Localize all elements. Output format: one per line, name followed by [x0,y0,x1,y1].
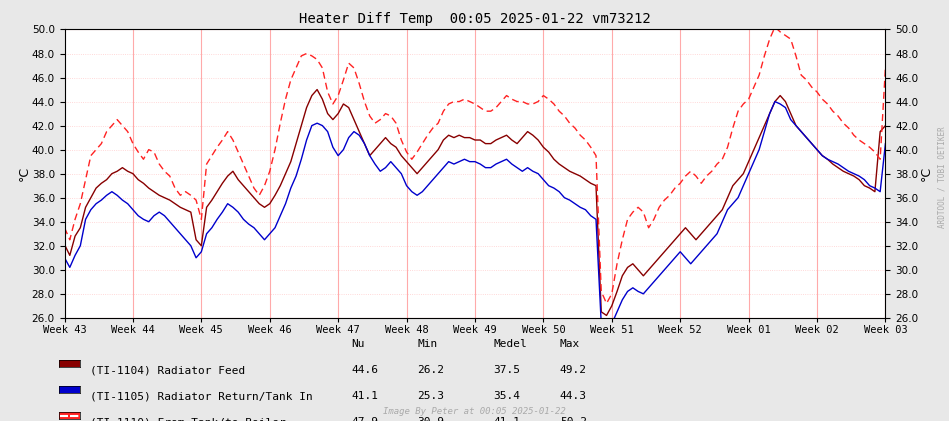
Y-axis label: °C: °C [920,166,933,181]
Text: 26.2: 26.2 [418,365,444,375]
Text: (TI-1104) Radiator Feed: (TI-1104) Radiator Feed [90,365,246,375]
Text: 30.9: 30.9 [418,417,444,421]
Y-axis label: °C: °C [17,166,30,181]
Text: 50.2: 50.2 [560,417,586,421]
Text: Image By Peter at 00:05 2025-01-22: Image By Peter at 00:05 2025-01-22 [383,407,566,416]
Text: Max: Max [560,339,580,349]
Title: Heater Diff Temp  00:05 2025-01-22 vm73212: Heater Diff Temp 00:05 2025-01-22 vm7321… [299,11,651,26]
Text: (TI-1110) From Tank/to Boiler: (TI-1110) From Tank/to Boiler [90,417,286,421]
Text: 25.3: 25.3 [418,391,444,401]
Text: 41.1: 41.1 [493,417,520,421]
Text: 44.6: 44.6 [351,365,378,375]
Text: Nu: Nu [351,339,364,349]
Text: 47.9: 47.9 [351,417,378,421]
Text: 49.2: 49.2 [560,365,586,375]
Text: (TI-1105) Radiator Return/Tank In: (TI-1105) Radiator Return/Tank In [90,391,313,401]
Text: ARDTOOL / TOBI OETIKER: ARDTOOL / TOBI OETIKER [938,126,947,228]
Text: 41.1: 41.1 [351,391,378,401]
Text: Min: Min [418,339,437,349]
Text: Medel: Medel [493,339,528,349]
Text: 35.4: 35.4 [493,391,520,401]
Text: 44.3: 44.3 [560,391,586,401]
Text: 37.5: 37.5 [493,365,520,375]
